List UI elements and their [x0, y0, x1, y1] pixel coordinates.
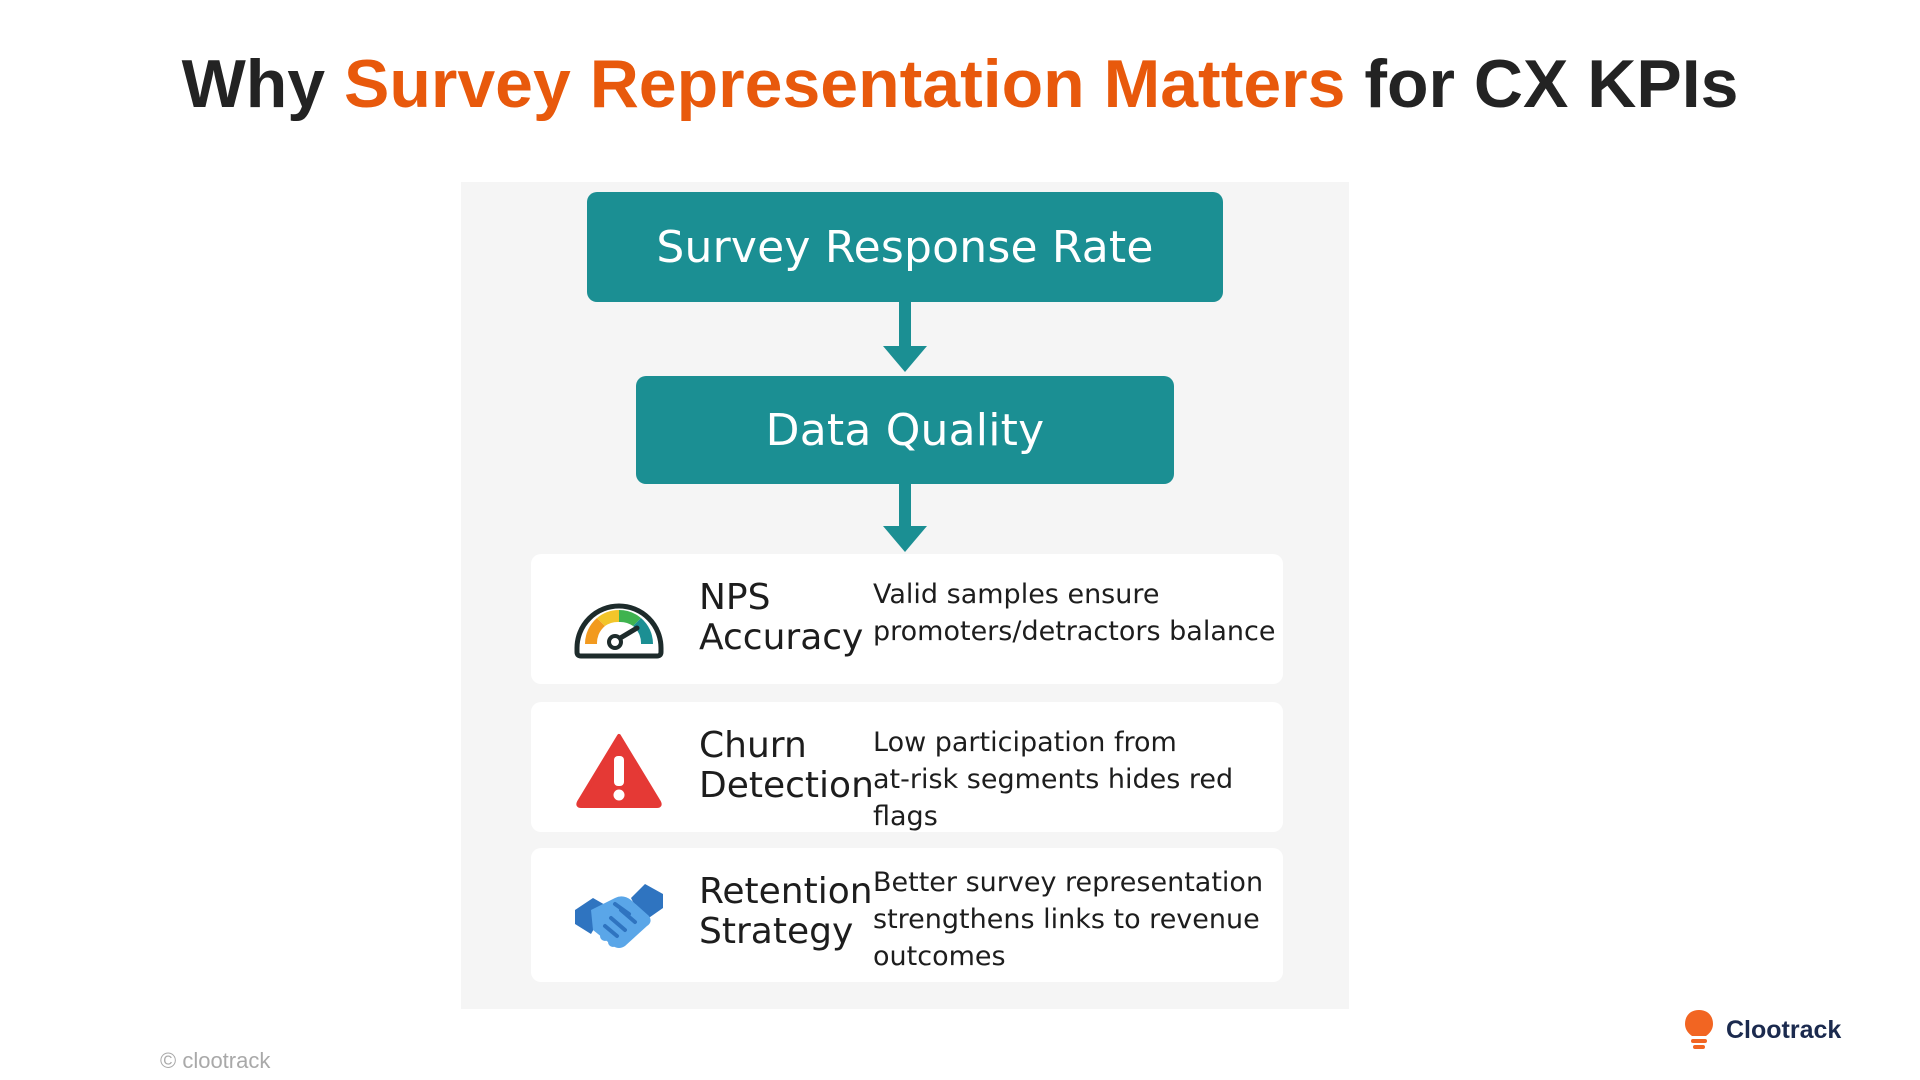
kpi-name: Churn Detection [699, 725, 874, 806]
survey-response-rate-box: Survey Response Rate [587, 192, 1223, 302]
title-highlight: Survey Representation Matters [344, 46, 1346, 122]
kpi-name: Retention Strategy [699, 871, 873, 952]
kpi-description: Better survey representation strengthens… [873, 867, 1264, 972]
down-arrow-icon [883, 484, 927, 552]
warning-icon [576, 734, 662, 808]
data-quality-box: Data Quality [636, 376, 1174, 484]
kpi-card-nps-accuracy: NPS Accuracy Valid samples ensure promot… [531, 554, 1283, 684]
brand-name: Clootrack [1726, 1015, 1842, 1044]
kpi-description: Valid samples ensure promoters/detractor… [873, 579, 1276, 647]
down-arrow-icon [883, 302, 927, 372]
title-suffix: for CX KPIs [1345, 46, 1739, 122]
kpi-card-churn-detection: Churn Detection Low participation from a… [531, 702, 1283, 832]
kpi-name: NPS Accuracy [699, 577, 864, 658]
gauge-icon [574, 603, 664, 659]
kpi-card-retention-strategy: Retention Strategy Better survey represe… [531, 848, 1283, 982]
lightbulb-icon [1685, 1010, 1713, 1049]
handshake-icon [575, 884, 663, 948]
data-quality-label: Data Quality [765, 404, 1045, 456]
survey-response-rate-label: Survey Response Rate [656, 221, 1154, 273]
slide-title: Why Survey Representation Matters for CX… [0, 42, 1920, 126]
copyright-notice: © clootrack [160, 1048, 271, 1073]
kpi-description: Low participation from at-risk segments … [873, 727, 1234, 832]
diagram-panel: Survey Response Rate Data Quality NPS Ac… [461, 182, 1349, 1009]
title-prefix: Why [181, 46, 344, 122]
brand-logo: Clootrack [1682, 1008, 1841, 1052]
